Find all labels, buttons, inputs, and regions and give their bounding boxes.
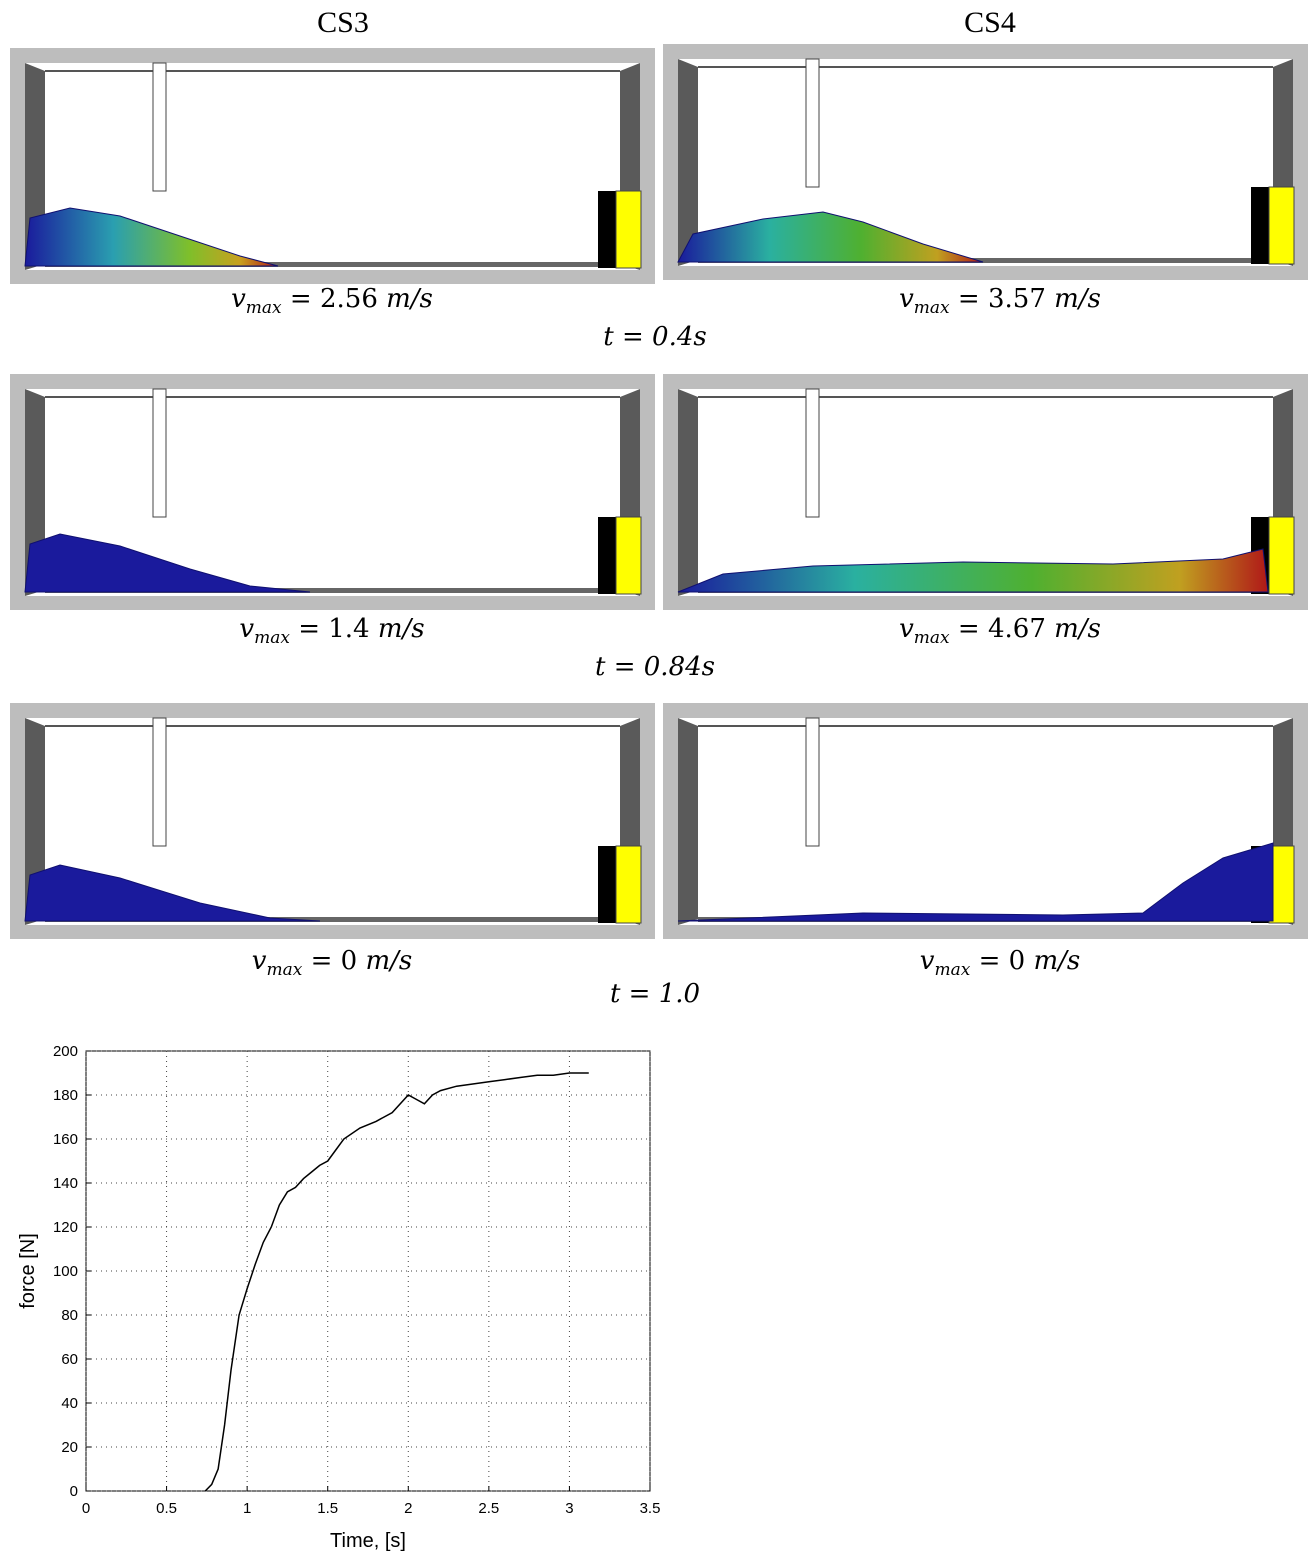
subscript: max [245, 298, 282, 319]
panel [10, 703, 655, 939]
column-header: CS4 [964, 6, 1016, 39]
baffle [805, 717, 820, 847]
obstacle [615, 845, 642, 924]
floor [45, 588, 620, 593]
unit: m/s [1054, 284, 1101, 314]
x-tick-label: 2 [404, 1500, 412, 1517]
y-tick-label: 20 [61, 1439, 78, 1456]
value: = 4.67 [957, 614, 1046, 644]
unit: m/s [1033, 946, 1081, 976]
simulation-panels [10, 44, 1308, 939]
time-label: t = 0.4s [603, 322, 707, 352]
vmax-label: vmax = 3.57 m/s [899, 284, 1101, 318]
symbol: v [899, 614, 914, 644]
x-tick-label: 2.5 [478, 1500, 499, 1517]
y-tick-label: 120 [53, 1219, 78, 1236]
y-axis-label: force [N] [17, 1233, 39, 1309]
y-tick-label: 140 [53, 1175, 78, 1192]
time-label: t = 0.84s [595, 652, 715, 682]
value: = 3.57 [957, 284, 1046, 314]
baffle [152, 62, 167, 192]
obstacle [1268, 516, 1295, 595]
symbol: v [251, 946, 267, 976]
force-line [204, 1072, 589, 1492]
unit: m/s [386, 284, 433, 314]
particle-pile [677, 842, 1274, 922]
left-wall [678, 59, 698, 266]
particle-pile [24, 207, 279, 267]
vmax-label: vmax = 4.67 m/s [899, 614, 1101, 648]
particle-pile [677, 211, 984, 263]
floor [45, 917, 620, 922]
panel [10, 48, 655, 284]
panel [10, 374, 655, 610]
symbol: v [899, 284, 914, 314]
obstacle [615, 190, 642, 269]
unit: m/s [365, 946, 413, 976]
subscript: max [266, 960, 303, 981]
symbol: v [239, 614, 255, 644]
vmax-label: vmax = 0 m/s [920, 946, 1080, 980]
left-wall [678, 389, 698, 596]
vmax-label: vmax = 1.4 m/s [239, 614, 424, 648]
x-tick-label: 3 [565, 1500, 573, 1517]
x-tick-label: 0.5 [156, 1500, 177, 1517]
obstacle-side [598, 846, 616, 923]
baffle [805, 58, 820, 188]
particle-pile [24, 533, 311, 593]
y-tick-label: 200 [53, 1043, 78, 1060]
particle-pile [677, 548, 1269, 593]
subscript: max [254, 628, 290, 649]
y-tick-label: 40 [61, 1395, 78, 1412]
baffle [152, 388, 167, 518]
x-tick-label: 3.5 [640, 1500, 661, 1517]
y-tick-label: 60 [61, 1351, 78, 1368]
symbol: v [919, 946, 935, 976]
obstacle [615, 516, 642, 595]
obstacle-side [598, 191, 616, 268]
unit: m/s [1054, 614, 1101, 644]
subscript: max [913, 298, 950, 319]
x-tick-label: 1 [243, 1500, 251, 1517]
vmax-label: vmax = 0 m/s [252, 946, 412, 980]
panel [663, 703, 1308, 939]
particle-pile [24, 864, 321, 922]
y-tick-label: 100 [53, 1263, 78, 1280]
x-tick-label: 1.5 [317, 1500, 338, 1517]
panel [663, 44, 1308, 280]
subscript: max [934, 960, 971, 981]
plot-area [85, 1050, 651, 1492]
obstacle-side [598, 517, 616, 594]
left-wall [678, 718, 698, 925]
floor [698, 258, 1273, 263]
value: = 1.4 [298, 614, 370, 644]
column-header: CS3 [317, 6, 369, 39]
y-tick-label: 0 [70, 1483, 78, 1500]
x-tick-label: 0 [82, 1500, 90, 1517]
vmax-label: vmax = 2.56 m/s [231, 284, 433, 318]
y-tick-label: 180 [53, 1087, 78, 1104]
baffle [805, 388, 820, 518]
symbol: v [231, 284, 246, 314]
unit: m/s [377, 614, 425, 644]
y-tick-label: 160 [53, 1131, 78, 1148]
floor [45, 262, 620, 267]
value: = 0 [978, 946, 1026, 976]
y-tick-label: 80 [61, 1307, 78, 1324]
x-axis-label: Time, [s] [330, 1530, 406, 1552]
obstacle-side [1251, 187, 1269, 264]
subscript: max [913, 628, 950, 649]
panel [663, 374, 1308, 610]
value: = 2.56 [289, 284, 378, 314]
value: = 0 [310, 946, 358, 976]
time-label: t = 1.0 [609, 979, 701, 1009]
obstacle [1268, 186, 1295, 265]
baffle [152, 717, 167, 847]
force-chart: 0 20 40 60 80 100 120 140 160 180 200 0 0.5 1 1.5 2 2.5 3… [17, 1043, 661, 1552]
